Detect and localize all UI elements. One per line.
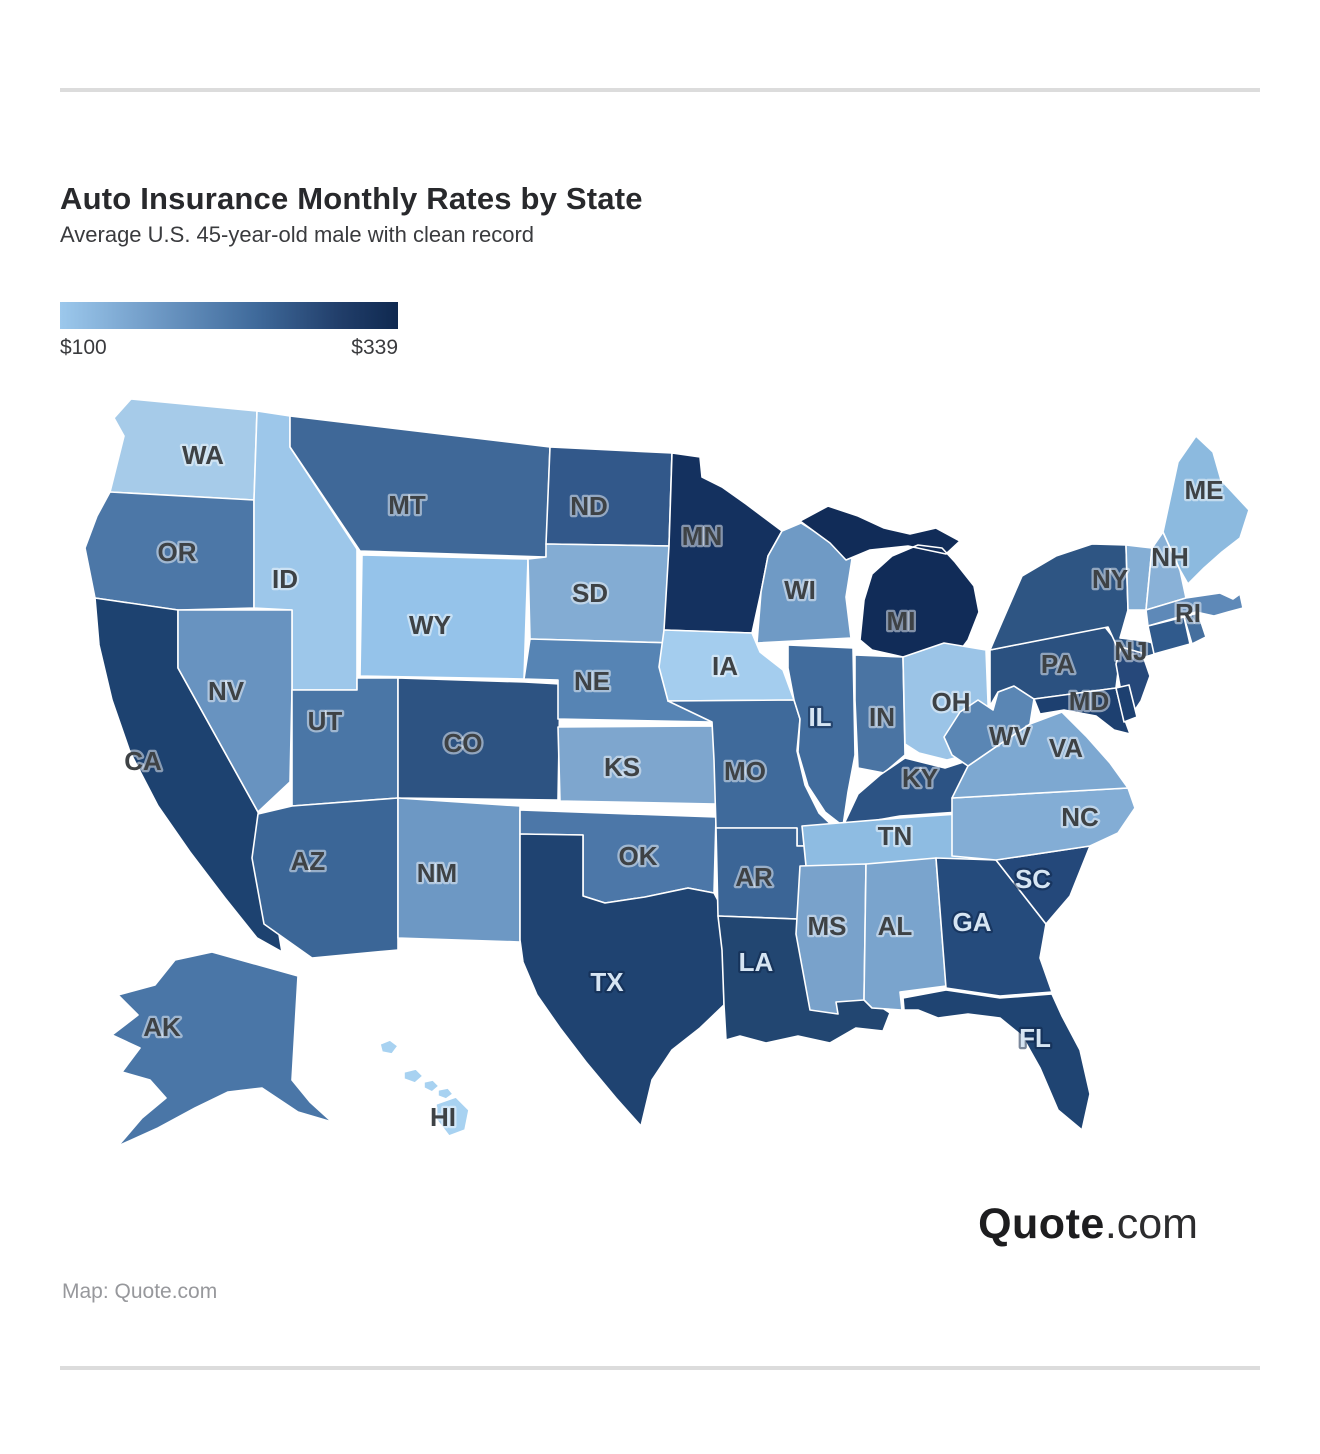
state-label-ia: IA [712, 651, 738, 681]
state-label-tx: TX [590, 967, 624, 997]
quote-com-logo: Quote.com [978, 1200, 1198, 1249]
legend-max-label: $339 [351, 336, 398, 359]
state-mt[interactable] [289, 415, 551, 558]
state-de[interactable] [1115, 684, 1138, 723]
state-nd[interactable] [545, 446, 673, 547]
state-nh[interactable] [1145, 531, 1187, 611]
state-fl[interactable] [902, 989, 1091, 1131]
state-label-sc: SC [1015, 864, 1051, 894]
state-label-md: MD [1069, 686, 1109, 716]
state-ut[interactable] [291, 677, 399, 807]
state-label-wv: WV [989, 721, 1032, 751]
state-label-nd: ND [570, 491, 608, 521]
state-ct[interactable] [1147, 616, 1191, 655]
state-il[interactable] [787, 644, 856, 827]
page-subtitle: Average U.S. 45-year-old male with clean… [60, 222, 535, 247]
state-label-ny: NY [1092, 564, 1128, 594]
state-label-ms: MS [808, 911, 847, 941]
state-nv[interactable] [177, 609, 293, 813]
state-label-ut: UT [308, 706, 343, 736]
state-nc[interactable] [951, 787, 1136, 861]
legend-gradient-bar [60, 302, 398, 329]
top-divider [60, 88, 1260, 92]
state-hi[interactable] [379, 1039, 470, 1137]
state-label-nm: NM [417, 858, 457, 888]
state-me[interactable] [1162, 435, 1250, 585]
state-label-nc: NC [1061, 802, 1099, 832]
state-ri[interactable] [1183, 612, 1207, 645]
state-label-oh: OH [932, 687, 971, 717]
state-label-al: AL [878, 911, 913, 941]
state-label-nv: NV [208, 676, 245, 706]
state-ak[interactable] [111, 951, 333, 1147]
state-label-ky: KY [902, 763, 938, 793]
state-label-ri: RI [1175, 598, 1201, 628]
state-label-id: ID [272, 564, 298, 594]
state-label-ak: AK [143, 1012, 181, 1042]
color-legend: $100 $339 [60, 302, 398, 360]
state-label-ne: NE [574, 666, 610, 696]
state-label-tn: TN [878, 821, 913, 851]
state-label-mt: MT [388, 490, 426, 520]
state-label-or: OR [158, 537, 197, 567]
state-label-nj: NJ [1114, 636, 1147, 666]
state-label-wi: WI [784, 575, 816, 605]
state-tx[interactable] [519, 833, 725, 1127]
logo-suffix-part: .com [1104, 1200, 1198, 1248]
state-label-ks: KS [604, 752, 640, 782]
state-label-me: ME [1185, 475, 1224, 505]
state-label-sd: SD [572, 578, 608, 608]
bottom-divider [60, 1366, 1260, 1370]
state-label-wa: WA [182, 440, 224, 470]
state-label-la: LA [739, 947, 774, 977]
state-ia[interactable] [658, 629, 795, 702]
state-label-ca: CA [124, 746, 162, 776]
state-label-pa: PA [1041, 649, 1075, 679]
map-credit: Map: Quote.com [62, 1280, 218, 1303]
state-label-mn: MN [682, 521, 722, 551]
state-label-va: VA [1049, 733, 1083, 763]
state-label-hi: HI [430, 1102, 456, 1132]
state-label-ga: GA [953, 907, 992, 937]
state-label-fl: FL [1019, 1023, 1051, 1053]
state-ma[interactable] [1145, 592, 1244, 627]
state-label-az: AZ [291, 846, 326, 876]
logo-bold-part: Quote [978, 1200, 1105, 1248]
state-label-ok: OK [619, 841, 658, 871]
state-ny[interactable] [989, 543, 1172, 658]
state-label-ar: AR [735, 862, 773, 892]
state-label-in: IN [869, 702, 895, 732]
legend-min-label: $100 [60, 336, 107, 359]
state-label-mo: MO [724, 756, 766, 786]
state-label-nh: NH [1151, 542, 1189, 572]
state-label-il: IL [808, 702, 831, 732]
state-label-wy: WY [409, 610, 451, 640]
state-label-mi: MI [887, 606, 916, 636]
page-title: Auto Insurance Monthly Rates by State [60, 180, 643, 216]
state-label-co: CO [444, 728, 483, 758]
